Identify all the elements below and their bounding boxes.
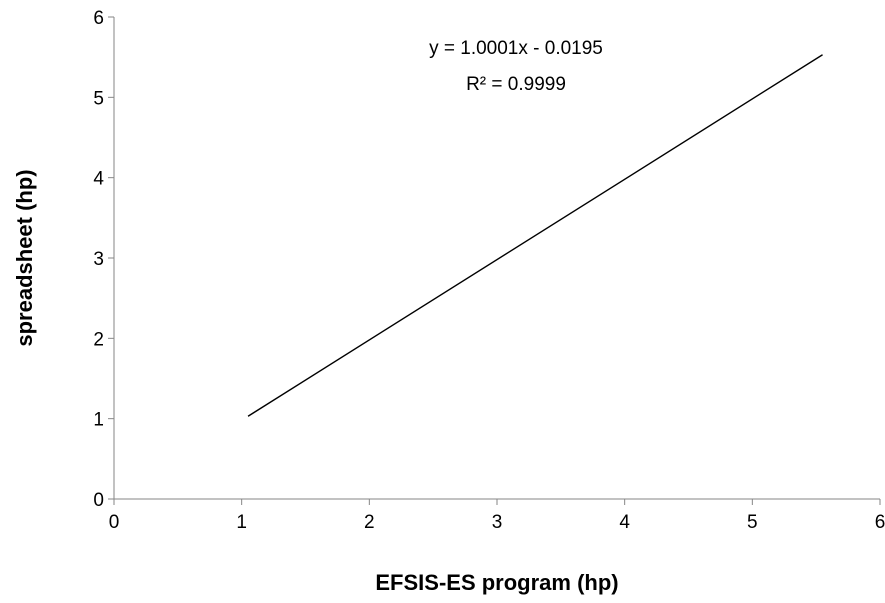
x-tick-label: 2 [364, 512, 375, 533]
x-axis-ticks: 0 1 2 3 4 5 6 [109, 499, 885, 533]
y-tick-label: 6 [93, 8, 104, 29]
trendline-equation: y = 1.0001x - 0.0195 [429, 38, 603, 59]
y-tick-label: 3 [93, 249, 104, 270]
y-tick-label: 0 [93, 490, 104, 511]
r-squared-label: R² = 0.9999 [466, 74, 566, 95]
x-tick-label: 3 [492, 512, 503, 533]
y-axis-ticks: 0 1 2 3 4 5 6 [93, 8, 114, 511]
x-axis-title: EFSIS-ES program (hp) [375, 570, 618, 595]
series-line [247, 54, 823, 417]
y-tick-label: 1 [93, 410, 104, 431]
y-tick-label: 2 [93, 329, 104, 350]
x-tick-label: 1 [236, 512, 247, 533]
y-axis-title: spreadsheet (hp) [12, 169, 37, 346]
y-tick-label: 5 [93, 88, 104, 109]
x-tick-label: 0 [109, 512, 120, 533]
x-tick-label: 6 [875, 512, 885, 533]
y-tick-label: 4 [93, 169, 104, 190]
x-tick-label: 5 [747, 512, 758, 533]
series-group [247, 54, 823, 417]
x-tick-label: 4 [619, 512, 630, 533]
